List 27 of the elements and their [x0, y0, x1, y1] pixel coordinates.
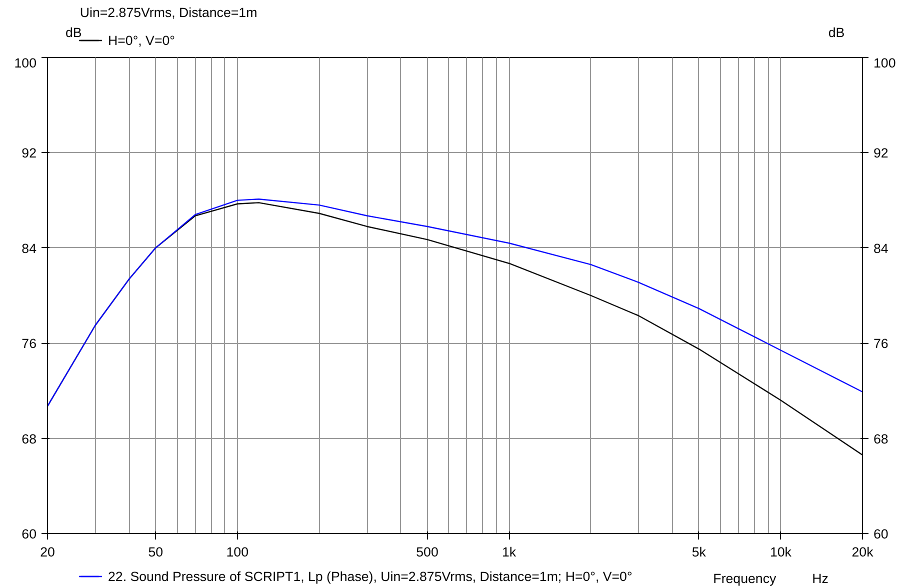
y2-tick-label: 92 — [874, 146, 888, 161]
y2-axis-title: dB — [828, 25, 845, 40]
x-tick-label: 20 — [40, 544, 55, 560]
y-tick-label: 100 — [14, 56, 37, 70]
y-tick-label: 92 — [22, 146, 37, 161]
y-tick-label: 68 — [22, 431, 37, 446]
x-tick-label: 10k — [770, 544, 792, 560]
x-tick-label: 1k — [502, 544, 516, 560]
x-tick-label: 5k — [692, 544, 706, 560]
y2-tick-label: 60 — [874, 526, 888, 542]
y2-tick-label: 84 — [874, 240, 889, 256]
x-tick-label: 500 — [416, 544, 438, 560]
y-axis-title: dB — [65, 25, 82, 40]
y-tick-label: 84 — [22, 240, 38, 256]
x-tick-label: 100 — [226, 544, 249, 560]
x-axis-title: Frequency — [713, 571, 776, 586]
y2-tick-label: 100 — [874, 56, 896, 70]
x-tick-label: 20k — [852, 544, 874, 560]
legend-label: 22. Sound Pressure of SCRIPT1, Lp (Phase), Uin=2.875Vrms, Distance=1m; H=0°, V=0° — [108, 568, 632, 585]
y-tick-label: 76 — [22, 336, 37, 352]
y-tick-label: 60 — [22, 526, 37, 542]
chart-title: Uin=2.875Vrms, Distance=1m — [80, 5, 258, 20]
x-tick-label: 50 — [148, 544, 164, 560]
text: Hz — [812, 571, 828, 586]
y2-tick-label: 76 — [874, 336, 888, 352]
y2-tick-label: 68 — [874, 431, 888, 446]
legend-label: H=0°, V=0° — [108, 32, 175, 49]
